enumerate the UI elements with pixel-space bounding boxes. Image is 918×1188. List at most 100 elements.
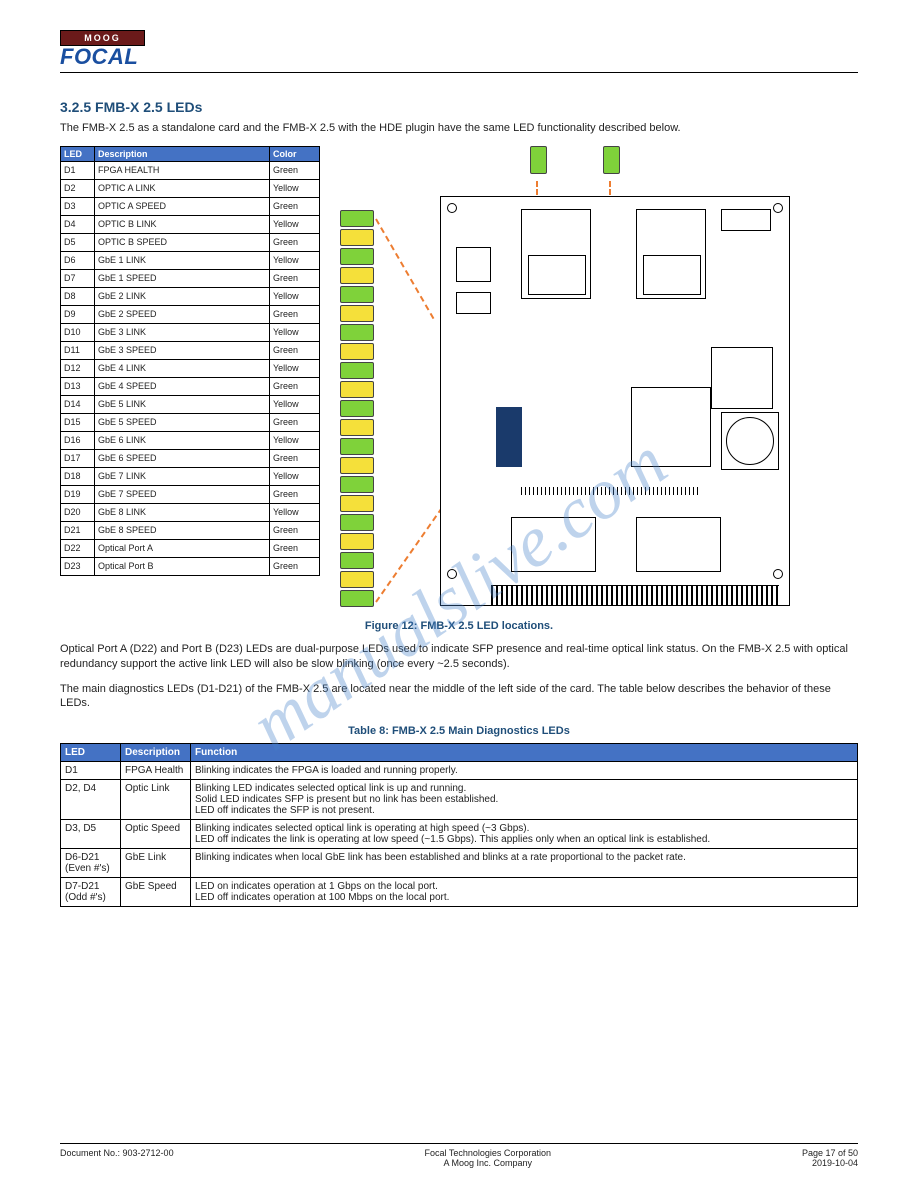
led-indicator [340,305,374,322]
table-cell: Green [270,341,320,359]
logo-main: FOCAL [60,46,145,68]
table-cell: D4 [61,215,95,233]
table-cell: Blinking indicates when local GbE link h… [191,849,858,878]
table-cell: OPTIC B LINK [95,215,270,233]
table-row: D19GbE 7 SPEEDGreen [61,485,320,503]
table-cell: D10 [61,323,95,341]
table-cell: GbE 3 SPEED [95,341,270,359]
table-row: D1FPGA HEALTHGreen [61,161,320,179]
table-cell: Green [270,413,320,431]
table-cell: Green [270,557,320,575]
table-row: D22Optical Port AGreen [61,539,320,557]
table-cell: Green [270,521,320,539]
table-row: D4OPTIC B LINKYellow [61,215,320,233]
table-cell: Yellow [270,395,320,413]
table-cell: GbE 2 LINK [95,287,270,305]
table-row: D12GbE 4 LINKYellow [61,359,320,377]
table-cell: GbE 8 LINK [95,503,270,521]
table-cell: FPGA Health [121,762,191,780]
led-indicator [340,533,374,550]
table-cell: D16 [61,431,95,449]
led-indicator [340,248,374,265]
footer-right: Page 17 of 50 2019-10-04 [802,1148,858,1168]
table-cell: D13 [61,377,95,395]
section-title-1: 3.2.5 FMB-X 2.5 LEDs [60,99,858,115]
table-cell: Green [270,269,320,287]
table-row: D18GbE 7 LINKYellow [61,467,320,485]
led-th-desc: Description [95,146,270,161]
table-cell: GbE 6 LINK [95,431,270,449]
diagnostics-table: LED Description Function D1FPGA HealthBl… [60,743,858,907]
para-2: The main diagnostics LEDs (D1-D21) of th… [60,682,858,712]
table-cell: D6-D21 (Even #'s) [61,849,121,878]
led-indicator [340,343,374,360]
table-row: D13GbE 4 SPEEDGreen [61,377,320,395]
table-cell: Yellow [270,503,320,521]
footer-left: Document No.: 903-2712-00 [60,1148,174,1168]
led-indicator [340,457,374,474]
table-row: D6GbE 1 LINKYellow [61,251,320,269]
led-indicator [340,514,374,531]
led-indicator [340,571,374,588]
table-cell: D3 [61,197,95,215]
table-cell: D19 [61,485,95,503]
table-row: D7-D21 (Odd #'s)GbE SpeedLED on indicate… [61,878,858,907]
table-cell: GbE 7 SPEED [95,485,270,503]
table-cell: GbE 1 SPEED [95,269,270,287]
table-row: D2, D4Optic LinkBlinking LED indicates s… [61,780,858,820]
footer-center: Focal Technologies Corporation A Moog In… [425,1148,551,1168]
para-1: Optical Port A (D22) and Port B (D23) LE… [60,642,858,672]
table-cell: Blinking LED indicates selected optical … [191,780,858,820]
table-cell: GbE 4 LINK [95,359,270,377]
table-cell: Optic Speed [121,820,191,849]
t2-h2: Description [121,744,191,762]
table-cell: D12 [61,359,95,377]
table-cell: D1 [61,161,95,179]
table-row: D23Optical Port BGreen [61,557,320,575]
led-indicator [603,146,620,174]
logo: MOOG FOCAL [60,30,145,68]
led-table: LED Description Color D1FPGA HEALTHGreen… [60,146,320,576]
led-indicator [340,267,374,284]
table-row: D7GbE 1 SPEEDGreen [61,269,320,287]
table-cell: Blinking indicates the FPGA is loaded an… [191,762,858,780]
section-intro: The FMB-X 2.5 as a standalone card and t… [60,121,858,136]
led-indicator [340,438,374,455]
table-cell: D21 [61,521,95,539]
page-header: MOOG FOCAL [60,30,858,73]
table-cell: Yellow [270,323,320,341]
led-indicator [340,552,374,569]
led-indicator [340,210,374,227]
led-indicator [340,362,374,379]
table-row: D3OPTIC A SPEEDGreen [61,197,320,215]
table-cell: Optic Link [121,780,191,820]
table-cell: GbE 7 LINK [95,467,270,485]
table-cell: GbE 5 LINK [95,395,270,413]
pcb-figure [340,146,800,616]
table-cell: D3, D5 [61,820,121,849]
table-cell: Green [270,449,320,467]
table-cell: Green [270,233,320,251]
page-footer: Document No.: 903-2712-00 Focal Technolo… [60,1143,858,1168]
table-row: D3, D5Optic SpeedBlinking indicates sele… [61,820,858,849]
table-cell: D7 [61,269,95,287]
table-cell: Yellow [270,215,320,233]
table-cell: Blinking indicates selected optical link… [191,820,858,849]
led-indicator [340,324,374,341]
table-cell: D6 [61,251,95,269]
table-cell: Optical Port B [95,557,270,575]
led-indicator [340,419,374,436]
table-cell: D22 [61,539,95,557]
table2-caption: Table 8: FMB-X 2.5 Main Diagnostics LEDs [60,725,858,737]
table-cell: Green [270,305,320,323]
table-cell: Yellow [270,359,320,377]
table-cell: Green [270,539,320,557]
table-cell: D8 [61,287,95,305]
table-cell: D2 [61,179,95,197]
led-indicator [340,590,374,607]
table-cell: Yellow [270,251,320,269]
table-cell: Yellow [270,287,320,305]
table-row: D1FPGA HealthBlinking indicates the FPGA… [61,762,858,780]
table-row: D16GbE 6 LINKYellow [61,431,320,449]
led-th-led: LED [61,146,95,161]
